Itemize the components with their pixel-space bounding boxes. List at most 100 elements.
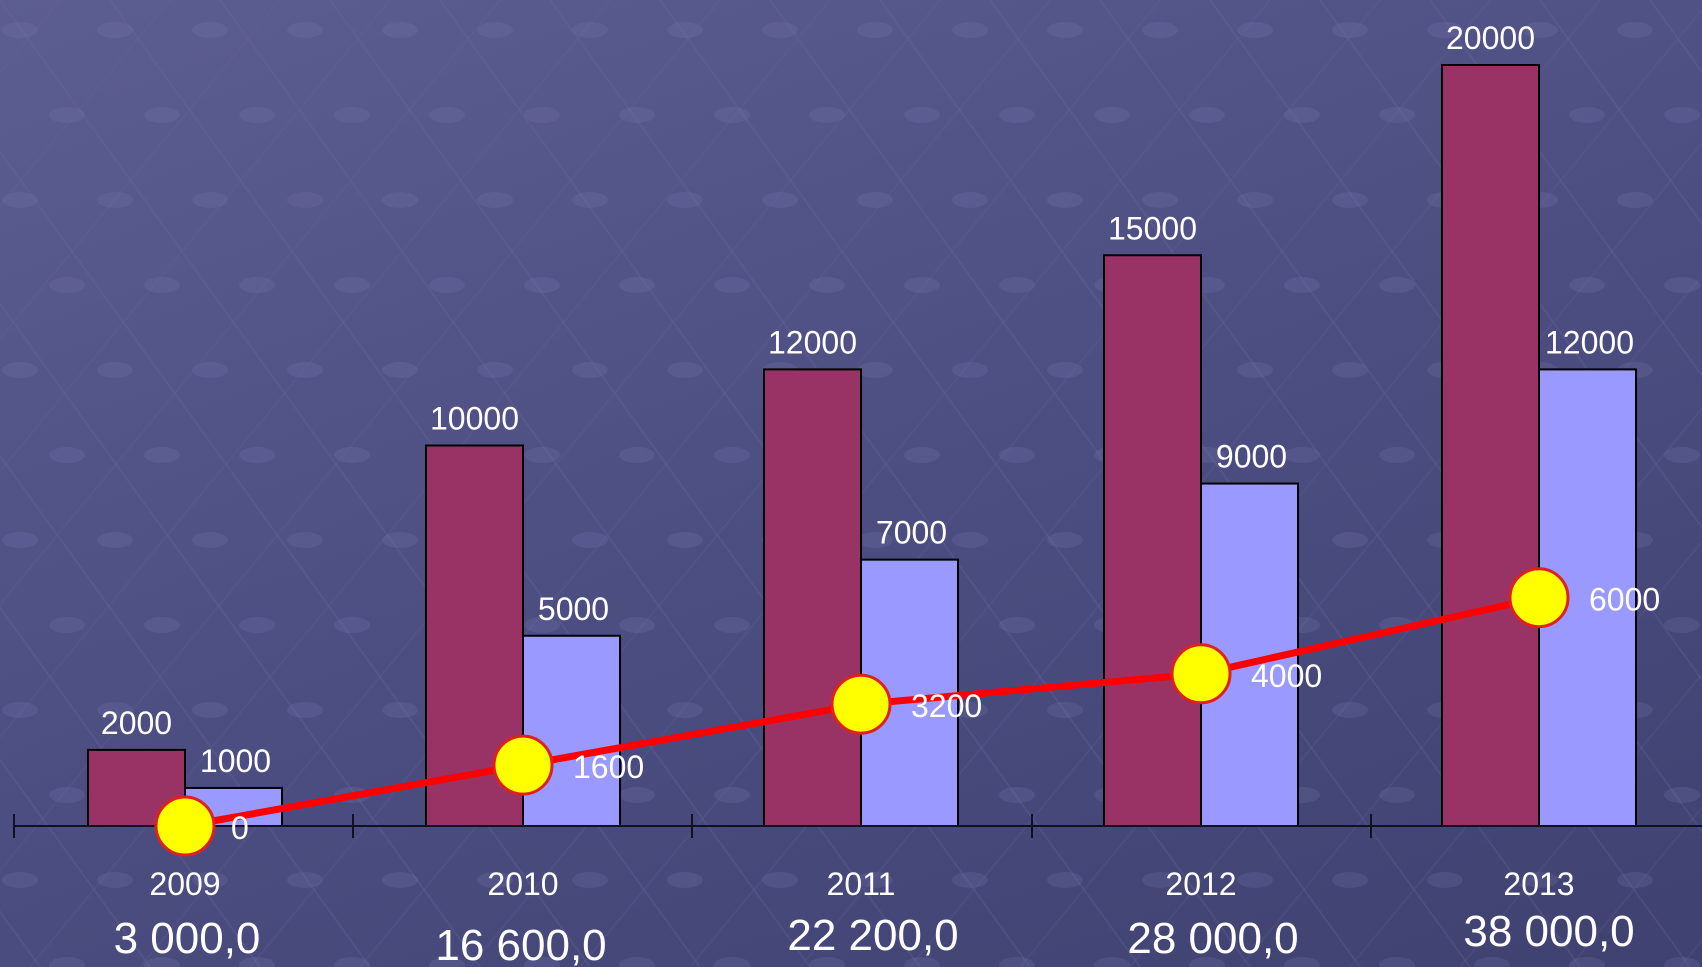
bg-dot: [1427, 872, 1463, 888]
data-label-series2: 5000: [538, 591, 609, 627]
bg-dot: [1142, 22, 1178, 38]
line-marker-2012: [1170, 643, 1232, 705]
bg-dot: [1664, 787, 1700, 803]
bg-line: [1429, 0, 1702, 378]
bg-dot: [477, 22, 513, 38]
bg-dot: [809, 957, 845, 967]
bg-dot: [1379, 107, 1415, 123]
bg-dot: [1142, 192, 1178, 208]
data-label-series2: 1000: [200, 743, 271, 779]
bg-dot: [382, 22, 418, 38]
bg-dot: [1522, 22, 1558, 38]
bg-dot: [144, 617, 180, 633]
bg-dot: [287, 192, 323, 208]
bg-dot: [1284, 277, 1320, 293]
data-label-series3: 3200: [911, 688, 982, 724]
bg-dot: [192, 872, 228, 888]
data-label-series3: 1600: [573, 749, 644, 785]
bg-dot: [334, 447, 370, 463]
bg-dot: [619, 107, 655, 123]
data-label-series1: 12000: [768, 324, 857, 360]
bg-dot: [1189, 107, 1225, 123]
bg-dot: [1332, 362, 1368, 378]
data-label-series2: 12000: [1545, 324, 1634, 360]
bg-dot: [762, 872, 798, 888]
x-tick-label: 2013: [1503, 866, 1574, 902]
bg-dot: [857, 22, 893, 38]
bg-dot: [572, 192, 608, 208]
bg-dot: [192, 192, 228, 208]
line-marker-2013: [1508, 567, 1570, 629]
bg-dot: [904, 277, 940, 293]
bg-dot: [1474, 957, 1510, 967]
bg-dot: [667, 192, 703, 208]
bg-dot: [334, 277, 370, 293]
bg-line: [0, 0, 501, 606]
bg-dot: [144, 447, 180, 463]
bg-line: [0, 0, 171, 208]
bg-dot: [287, 702, 323, 718]
bg-dot: [1569, 277, 1605, 293]
bg-dot: [1047, 702, 1083, 718]
bg-dot: [1047, 192, 1083, 208]
bg-dot: [667, 702, 703, 718]
bg-line: [0, 0, 611, 739]
data-label-series1: 20000: [1446, 20, 1535, 56]
bg-dot: [857, 532, 893, 548]
bg-dot: [1664, 617, 1700, 633]
bg-dot: [429, 277, 465, 293]
bg-dot: [952, 702, 988, 718]
total-label: 22 200,0: [787, 911, 958, 960]
bg-dot: [572, 362, 608, 378]
bg-dot: [239, 277, 275, 293]
bg-dot: [382, 362, 418, 378]
bg-dot: [49, 277, 85, 293]
bg-dot: [477, 872, 513, 888]
bg-dot: [524, 617, 560, 633]
bg-dot: [2, 532, 38, 548]
bg-dot: [477, 362, 513, 378]
bg-dot: [239, 957, 275, 967]
bg-dot: [1237, 22, 1273, 38]
bg-dot: [287, 872, 323, 888]
bg-dot: [1047, 532, 1083, 548]
bar-series1-2012: [1103, 254, 1202, 827]
bg-dot: [382, 702, 418, 718]
bg-dot: [1379, 787, 1415, 803]
bg-dot: [904, 447, 940, 463]
bg-dot: [999, 447, 1035, 463]
bg-dot: [239, 447, 275, 463]
bg-dot: [1142, 872, 1178, 888]
bg-dot: [429, 957, 465, 967]
bg-dot: [1617, 872, 1653, 888]
data-label-series1: 10000: [430, 401, 519, 437]
bg-dot: [619, 617, 655, 633]
bg-dot: [1284, 957, 1320, 967]
bg-dot: [524, 447, 560, 463]
bar-series2-2010: [522, 634, 621, 827]
bg-dot: [334, 957, 370, 967]
bg-dot: [49, 957, 85, 967]
bg-dot: [667, 872, 703, 888]
total-label: 38 000,0: [1463, 907, 1634, 956]
bg-dot: [857, 362, 893, 378]
bg-dot: [1522, 872, 1558, 888]
bg-dot: [619, 447, 655, 463]
bg-dot: [1427, 22, 1463, 38]
bg-dot: [999, 957, 1035, 967]
bg-dot: [1664, 447, 1700, 463]
bg-dot: [904, 107, 940, 123]
bg-dot: [572, 22, 608, 38]
bg-dot: [1047, 22, 1083, 38]
total-label: 28 000,0: [1127, 914, 1298, 963]
line-marker-2011: [830, 673, 892, 735]
bg-dot: [477, 192, 513, 208]
bg-line: [1319, 0, 1702, 530]
bg-line: [1539, 0, 1702, 226]
bg-dot: [1094, 107, 1130, 123]
bg-dot: [952, 532, 988, 548]
bg-dot: [572, 872, 608, 888]
bg-dot: [619, 277, 655, 293]
